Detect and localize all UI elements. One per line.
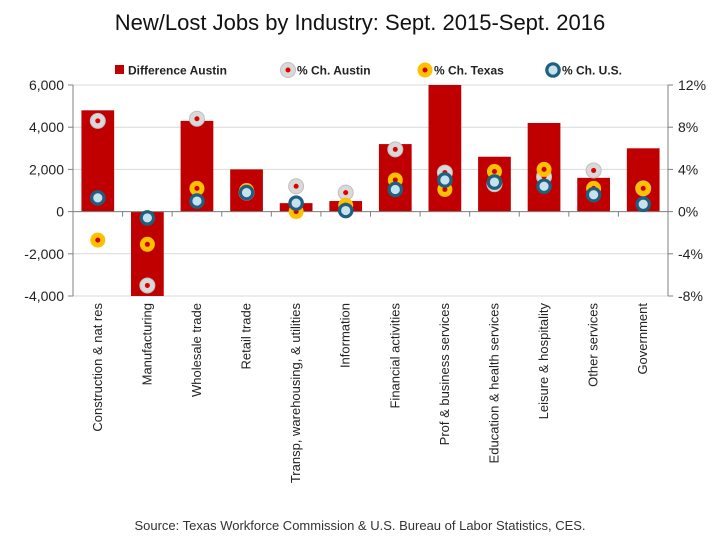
point-us	[536, 178, 552, 195]
legend: Difference Austin % Ch. Austin % Ch. Texas…	[115, 62, 622, 78]
point-us	[585, 186, 602, 203]
legend-swatch	[115, 65, 124, 74]
legend-label: % Ch. U.S.	[562, 64, 622, 78]
legend-item: % Ch. U.S.	[545, 62, 622, 78]
x-axis-categories: Construction & nat res Manufacturing Whole…	[90, 303, 650, 484]
bar-series	[81, 85, 660, 296]
category-label: Education & health services	[486, 303, 501, 464]
category-label: Information	[338, 303, 353, 368]
legend-marker	[545, 62, 561, 78]
category-label: Wholesale trade	[189, 303, 204, 397]
point-austin	[288, 178, 305, 195]
y-left-tick-label: -4,000	[24, 288, 64, 304]
point-series	[89, 110, 652, 294]
point-us	[189, 193, 205, 209]
point-austin	[139, 277, 156, 294]
point-us	[437, 172, 453, 188]
category-label: Retail trade	[239, 303, 254, 369]
point-austin	[89, 112, 106, 129]
legend-marker	[280, 62, 296, 78]
point-us	[387, 181, 404, 198]
legend-label: % Ch. Austin	[297, 64, 371, 78]
y-right-tick-label: 0%	[678, 204, 698, 220]
legend-marker	[417, 62, 433, 78]
category-label: Leisure & hospitality	[536, 303, 551, 420]
legend-item: Difference Austin	[115, 64, 227, 78]
category-label: Financial activities	[387, 303, 402, 409]
point-us	[238, 184, 255, 201]
category-label: Other services	[586, 303, 601, 387]
y-right-tick-label: 12%	[678, 77, 706, 93]
y-left-tick-label: 4,000	[29, 119, 64, 135]
point-us	[288, 195, 304, 211]
legend-label: % Ch. Texas	[434, 64, 504, 78]
legend-item: % Ch. Texas	[417, 62, 504, 78]
point-texas	[90, 232, 106, 248]
axes	[68, 84, 673, 297]
gridlines	[73, 84, 668, 297]
y-right-tick-label: -4%	[678, 246, 703, 262]
point-texas	[635, 180, 651, 196]
point-austin	[188, 110, 205, 127]
point-texas	[189, 180, 205, 196]
point-us	[486, 174, 503, 190]
y-axis-right-ticks: -8% -4% 0% 4% 8% 12%	[678, 77, 706, 304]
point-texas	[536, 161, 552, 177]
y-right-tick-label: -8%	[678, 288, 703, 304]
category-label: Government	[635, 303, 650, 375]
chart-title: New/Lost Jobs by Industry: Sept. 2015-Se…	[115, 10, 605, 35]
y-left-tick-label: 6,000	[29, 77, 64, 93]
point-us	[89, 190, 106, 206]
y-right-tick-label: 8%	[678, 119, 698, 135]
point-texas	[139, 236, 155, 252]
y-axis-left-ticks: -4,000 -2,000 0 2,000 4,000 6,000	[24, 77, 64, 304]
point-austin	[585, 162, 602, 179]
category-label: Prof & business services	[437, 303, 452, 446]
category-label: Manufacturing	[139, 303, 154, 385]
y-right-tick-label: 4%	[678, 161, 698, 177]
point-austin	[387, 141, 404, 158]
legend-label: Difference Austin	[128, 64, 227, 78]
y-left-tick-label: 0	[56, 204, 64, 220]
point-us	[635, 196, 652, 213]
category-label: Construction & nat res	[90, 303, 105, 432]
point-us	[139, 210, 156, 226]
point-us	[337, 202, 354, 219]
legend-item: % Ch. Austin	[280, 62, 371, 78]
y-left-tick-label: -2,000	[24, 246, 64, 262]
source-note: Source: Texas Workforce Commission & U.S…	[134, 518, 585, 533]
category-label: Transp, warehousing, & utilities	[288, 303, 303, 484]
y-left-tick-label: 2,000	[29, 161, 64, 177]
